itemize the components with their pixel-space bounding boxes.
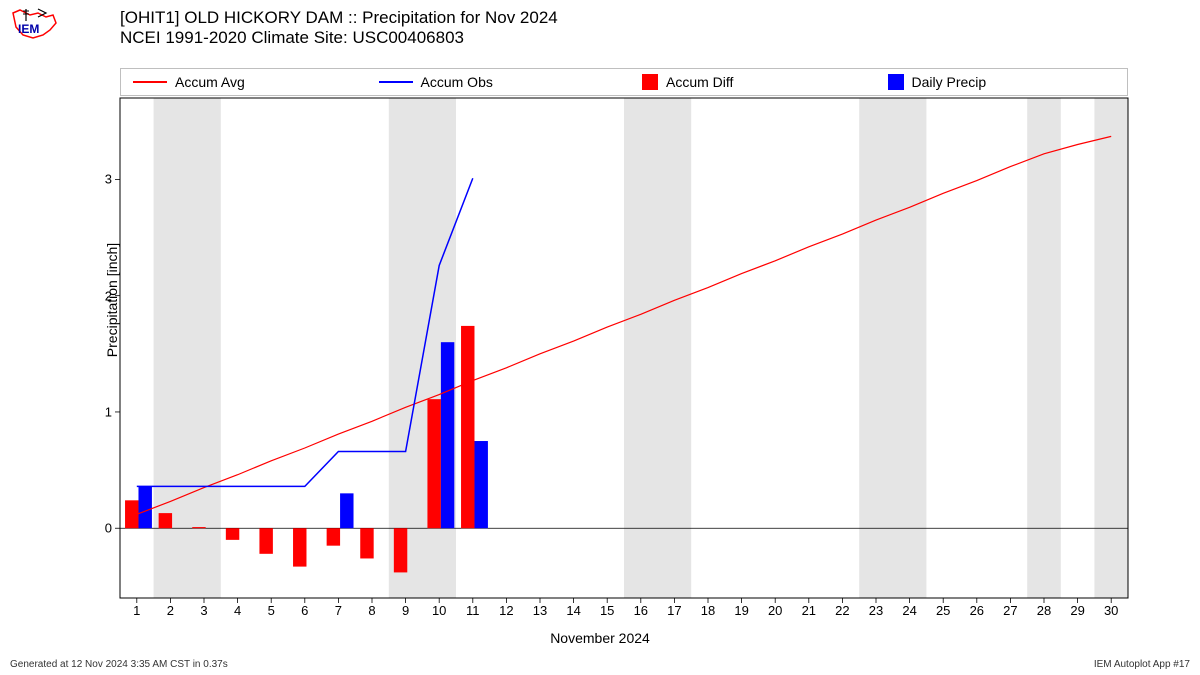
x-tick-label: 29 <box>1070 603 1084 618</box>
x-tick-label: 2 <box>167 603 174 618</box>
iem-logo: IEM <box>8 5 60 43</box>
x-tick-label: 14 <box>566 603 580 618</box>
legend-swatch-box <box>888 74 904 90</box>
legend-item: Accum Avg <box>133 74 379 90</box>
x-tick-label: 11 <box>466 603 480 618</box>
x-tick-label: 19 <box>734 603 748 618</box>
footer-generated: Generated at 12 Nov 2024 3:35 AM CST in … <box>10 659 228 670</box>
x-tick-label: 3 <box>200 603 207 618</box>
x-tick-label: 6 <box>301 603 308 618</box>
chart-title: [OHIT1] OLD HICKORY DAM :: Precipitation… <box>120 8 558 48</box>
x-tick-label: 26 <box>970 603 984 618</box>
y-tick-label: 0 <box>105 521 112 536</box>
legend-label: Accum Avg <box>175 74 245 90</box>
y-tick-label: 3 <box>105 172 112 187</box>
x-axis-label: November 2024 <box>550 630 650 646</box>
x-tick-label: 17 <box>667 603 681 618</box>
x-tick-label: 28 <box>1037 603 1051 618</box>
y-tick-label: 1 <box>105 404 112 419</box>
title-line-1: [OHIT1] OLD HICKORY DAM :: Precipitation… <box>120 8 558 28</box>
legend-label: Daily Precip <box>912 74 987 90</box>
footer-app: IEM Autoplot App #17 <box>1094 659 1190 670</box>
y-tick-label: 2 <box>105 288 112 303</box>
legend-swatch-line <box>133 81 167 83</box>
legend: Accum Avg Accum Obs Accum Diff Daily Pre… <box>120 68 1128 96</box>
legend-label: Accum Obs <box>421 74 493 90</box>
legend-swatch-line <box>379 81 413 83</box>
precipitation-chart <box>120 98 1128 598</box>
x-tick-label: 9 <box>402 603 409 618</box>
x-tick-label: 1 <box>133 603 140 618</box>
x-tick-label: 30 <box>1104 603 1118 618</box>
svg-text:IEM: IEM <box>18 22 39 36</box>
x-tick-label: 4 <box>234 603 241 618</box>
x-tick-label: 10 <box>432 603 446 618</box>
x-tick-label: 8 <box>368 603 375 618</box>
legend-swatch-box <box>642 74 658 90</box>
legend-item: Accum Obs <box>379 74 625 90</box>
x-tick-label: 5 <box>268 603 275 618</box>
legend-item: Daily Precip <box>870 74 1116 90</box>
x-tick-label: 23 <box>869 603 883 618</box>
x-tick-label: 24 <box>902 603 916 618</box>
x-tick-label: 25 <box>936 603 950 618</box>
x-tick-label: 22 <box>835 603 849 618</box>
legend-item: Accum Diff <box>624 74 870 90</box>
x-tick-label: 27 <box>1003 603 1017 618</box>
title-line-2: NCEI 1991-2020 Climate Site: USC00406803 <box>120 28 558 48</box>
legend-label: Accum Diff <box>666 74 733 90</box>
x-tick-label: 15 <box>600 603 614 618</box>
x-tick-label: 12 <box>499 603 513 618</box>
x-tick-label: 7 <box>335 603 342 618</box>
x-tick-label: 20 <box>768 603 782 618</box>
x-tick-label: 16 <box>634 603 648 618</box>
x-tick-label: 13 <box>533 603 547 618</box>
x-tick-label: 21 <box>802 603 816 618</box>
x-tick-label: 18 <box>701 603 715 618</box>
